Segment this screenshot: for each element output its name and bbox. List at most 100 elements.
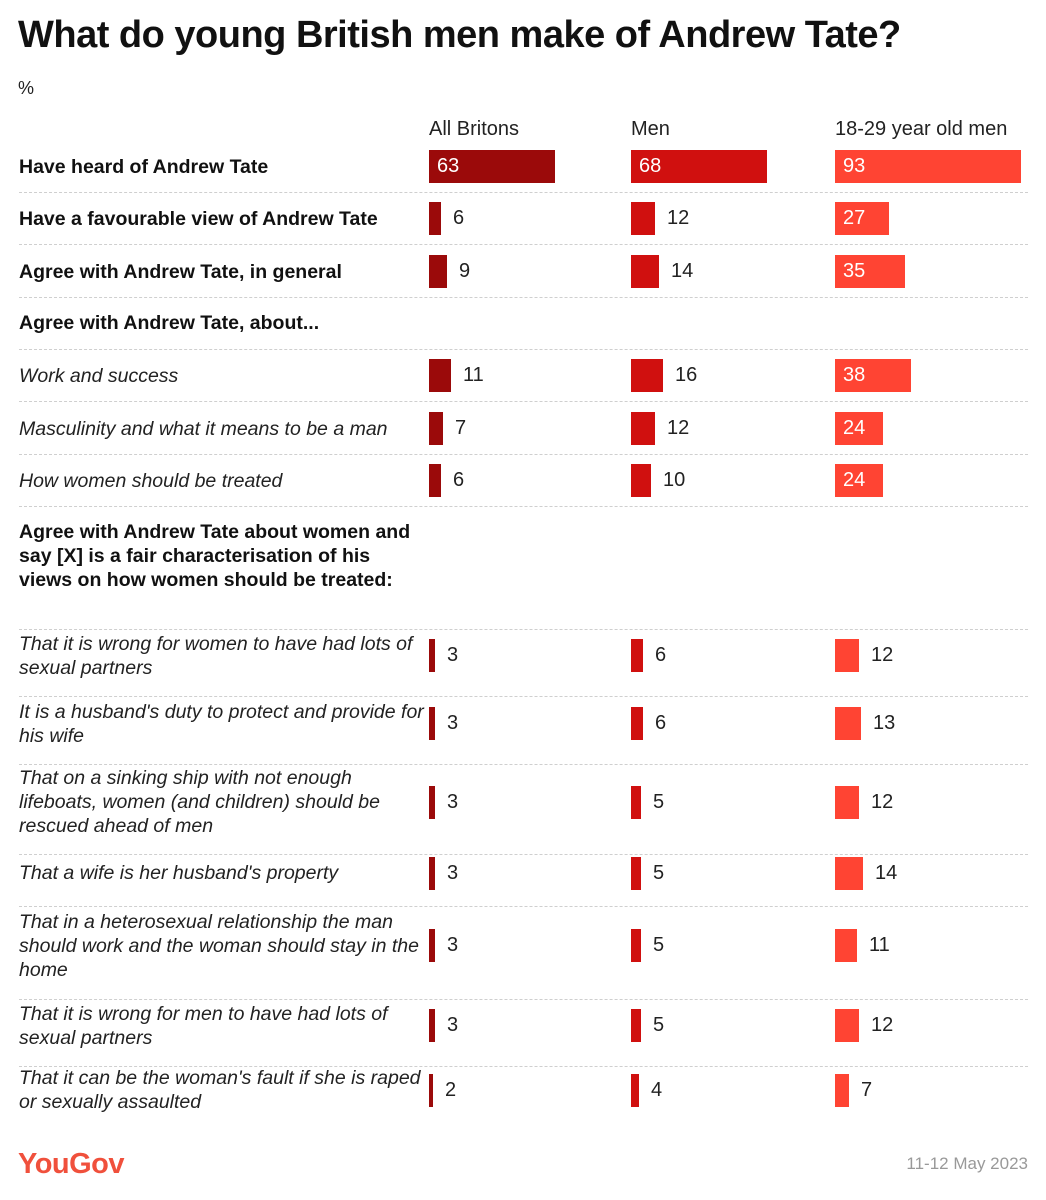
row-divider [19, 1066, 1028, 1067]
data-label: 13 [873, 712, 896, 734]
data-label: 12 [871, 791, 894, 813]
data-label: 7 [455, 417, 467, 439]
data-label: 3 [447, 934, 459, 956]
bar [631, 707, 643, 740]
data-label: 27 [843, 207, 866, 229]
data-label: 14 [875, 862, 898, 884]
bar [429, 786, 435, 819]
data-label: 4 [651, 1079, 663, 1101]
data-label: 24 [843, 417, 866, 439]
row-divider [19, 454, 1028, 455]
data-label: 68 [639, 155, 662, 177]
data-label: 6 [655, 644, 667, 666]
category-label: Agree with Andrew Tate, about... [19, 312, 320, 334]
data-label: 3 [447, 644, 459, 666]
chart-rows: Have heard of Andrew Tate 63 68 93 Have a fa… [0, 148, 1046, 1120]
bar [835, 857, 863, 890]
chart-row: Agree with Andrew Tate, about... [0, 305, 1046, 342]
row-divider [19, 244, 1028, 245]
bar [835, 412, 883, 445]
bar [631, 929, 641, 962]
category-label: That it is wrong for women to have had l… [19, 632, 413, 679]
data-label: 3 [447, 791, 459, 813]
row-divider [19, 506, 1028, 507]
data-label: 6 [453, 207, 465, 229]
chart-row: That a wife is her husband's property 3 5 1… [0, 847, 1046, 899]
category-label: Work and success [19, 364, 179, 387]
bar [835, 639, 859, 672]
bar [631, 255, 659, 288]
category-label: Masculinity and what it means to be a ma… [19, 417, 388, 440]
bar [835, 707, 861, 740]
chart-row: Masculinity and what it means to be a ma… [0, 410, 1046, 447]
bar [631, 464, 651, 497]
category-label: It is a husband's duty to protect and pr… [19, 700, 424, 747]
data-label: 24 [843, 469, 866, 491]
row-divider [19, 349, 1028, 350]
data-label: 16 [675, 364, 698, 386]
bar [429, 929, 435, 962]
row-divider [19, 297, 1028, 298]
bar [631, 412, 655, 445]
chart-row: Have heard of Andrew Tate 63 68 93 [0, 148, 1046, 185]
column-header: 18-29 year old men [835, 118, 1008, 140]
data-label: 5 [653, 791, 665, 813]
bar [835, 150, 1021, 183]
data-label: 6 [655, 712, 667, 734]
row-divider [19, 999, 1028, 1000]
bar [429, 359, 451, 392]
chart-row: That it is wrong for women to have had l… [0, 622, 1046, 689]
category-label: That in a heterosexual relationship the … [19, 910, 419, 981]
yougov-logo: YouGov [18, 1148, 125, 1180]
data-label: 63 [437, 155, 460, 177]
data-label: 5 [653, 862, 665, 884]
bar [835, 929, 857, 962]
data-label: 10 [663, 469, 686, 491]
bar [631, 1074, 639, 1107]
data-label: 7 [861, 1079, 873, 1101]
row-divider [19, 764, 1028, 765]
bar [631, 150, 767, 183]
bar [429, 1009, 435, 1042]
bar [835, 786, 859, 819]
data-label: 12 [667, 417, 690, 439]
data-label: 12 [871, 644, 894, 666]
category-label: That a wife is her husband's property [19, 862, 339, 884]
bar [429, 857, 435, 890]
chart-row: Work and success 11 16 38 [0, 357, 1046, 394]
chart-row: Have a favourable view of Andrew Tate 6 12… [0, 200, 1046, 237]
data-label: 12 [871, 1014, 894, 1036]
unit-label: % [18, 78, 35, 98]
data-label: 35 [843, 260, 866, 282]
row-divider [19, 192, 1028, 193]
bar [429, 255, 447, 288]
data-label: 14 [671, 260, 694, 282]
bar [429, 202, 441, 235]
data-label: 2 [445, 1079, 457, 1101]
bar [631, 1009, 641, 1042]
bar [835, 1074, 849, 1107]
row-divider [19, 906, 1028, 907]
row-divider [19, 854, 1028, 855]
bar [631, 639, 643, 672]
data-label: 12 [667, 207, 690, 229]
bar [429, 639, 435, 672]
chart-row: That it is wrong for men to have had lot… [0, 992, 1046, 1059]
column-header: Men [631, 118, 670, 140]
chart-row: That in a heterosexual relationship the … [0, 899, 1046, 992]
data-label: 9 [459, 260, 471, 282]
data-label: 3 [447, 862, 459, 884]
fieldwork-date: 11-12 May 2023 [906, 1154, 1028, 1173]
bar [429, 707, 435, 740]
bar [835, 464, 883, 497]
row-divider [19, 696, 1028, 697]
bar [631, 202, 655, 235]
chart-row: That it can be the woman's fault if she … [0, 1060, 1046, 1120]
data-label: 5 [653, 934, 665, 956]
chart-title: What do young British men make of Andrew… [18, 14, 901, 56]
bar [631, 359, 663, 392]
chart-row: It is a husband's duty to protect and pr… [0, 690, 1046, 757]
bar [429, 412, 443, 445]
column-header: All Britons [429, 118, 520, 140]
category-label: Have heard of Andrew Tate [19, 155, 269, 178]
